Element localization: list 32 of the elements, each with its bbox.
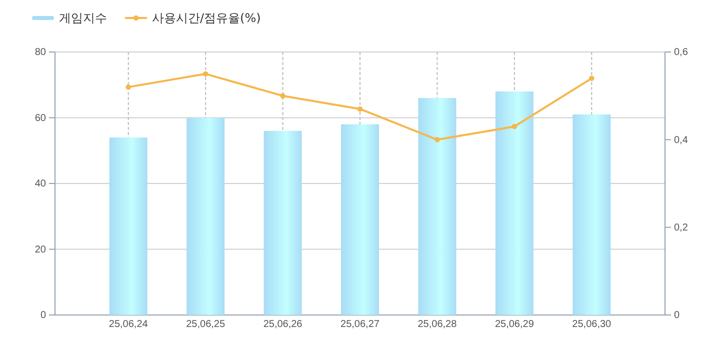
y-tick-label: 80 bbox=[34, 47, 46, 58]
bar bbox=[495, 91, 534, 315]
point bbox=[280, 93, 286, 98]
x-tick-label: 25,06,24 bbox=[108, 319, 148, 330]
bar bbox=[264, 130, 302, 315]
bar bbox=[418, 98, 456, 315]
y-tick-label: 20 bbox=[34, 244, 46, 256]
y2-tick-label: 0,4 bbox=[674, 134, 688, 146]
legend-label: 사용시간/점유율(%) bbox=[152, 11, 261, 25]
x-tick-label: 25,06,27 bbox=[340, 319, 380, 330]
bar bbox=[109, 137, 148, 315]
point bbox=[434, 137, 440, 142]
x-tick-label: 25,06,25 bbox=[186, 319, 226, 330]
x-tick-label: 25,06,28 bbox=[418, 319, 458, 330]
y2-tick-label: 0,6 bbox=[674, 47, 688, 58]
y-tick-label: 0 bbox=[40, 310, 46, 322]
x-tick-label: 25,06,30 bbox=[572, 319, 612, 330]
bar bbox=[186, 118, 225, 315]
bar bbox=[341, 124, 379, 315]
y-tick-label: 60 bbox=[34, 112, 46, 124]
x-tick-label: 25,06,26 bbox=[263, 319, 303, 330]
point bbox=[202, 71, 208, 77]
x-tick-label: 25,06,29 bbox=[494, 319, 534, 330]
point bbox=[512, 124, 518, 130]
y2-tick-label: 0 bbox=[674, 310, 680, 322]
legend-label: 게임지수 bbox=[59, 11, 107, 25]
y-tick-label: 40 bbox=[34, 178, 46, 190]
y2-tick-label: 0,2 bbox=[674, 222, 688, 234]
point bbox=[126, 84, 131, 90]
point bbox=[589, 76, 594, 81]
point bbox=[357, 106, 363, 112]
bar bbox=[572, 114, 611, 315]
